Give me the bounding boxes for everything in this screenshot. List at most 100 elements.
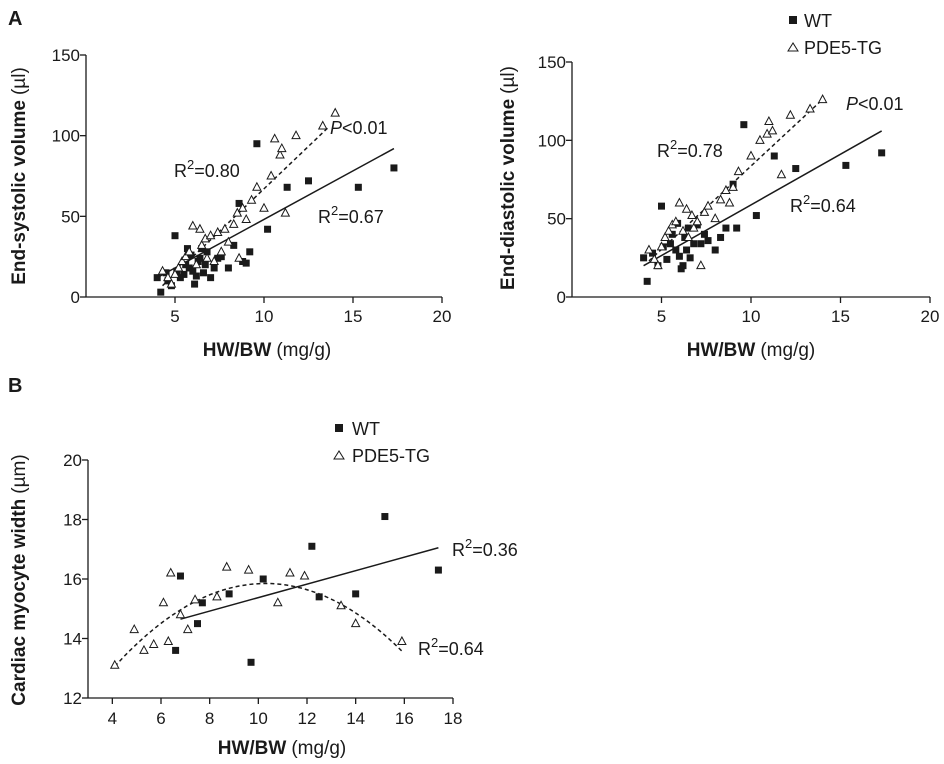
edv-point-wt: [770, 152, 778, 160]
width-fit-wt: [180, 547, 439, 620]
edv-point-tg: [785, 109, 796, 119]
edv-point-wt: [686, 254, 694, 262]
width-point-tg: [243, 564, 254, 574]
esv-point-tg: [228, 218, 239, 228]
width-point-wt: [194, 620, 201, 628]
edv-point-tg: [733, 166, 744, 176]
panel-label-b: B: [8, 375, 22, 397]
esv-point-tg: [234, 252, 244, 262]
legend-tg-marker-b: [333, 450, 345, 460]
edv-point-wt: [672, 246, 680, 254]
esv-point-tg: [246, 194, 257, 204]
edv-fit-lines: [643, 102, 883, 267]
esv-p-value-rest: <0.01: [342, 118, 388, 138]
edv-point-wt: [666, 240, 674, 248]
esv-point-tg: [177, 255, 187, 266]
edv-points: [640, 94, 886, 285]
esv-point-tg: [269, 133, 280, 143]
width-x-tick-label: 16: [395, 709, 414, 728]
esv-point-tg: [330, 107, 341, 117]
edv-point-tg: [715, 194, 726, 204]
width-point-wt: [247, 658, 255, 666]
width-point-wt: [176, 572, 184, 580]
width-r2-wt-sup: 2: [465, 536, 472, 551]
width-fit-lines: [114, 547, 439, 667]
edv-y-axis-title-unit: (µl): [498, 66, 519, 94]
width-x-tick-label: 10: [249, 709, 268, 728]
panel-label-a: A: [8, 8, 22, 30]
width-point-tg: [182, 624, 193, 634]
width-point-tg: [285, 567, 295, 577]
width-point-tg: [190, 594, 200, 604]
esv-point-wt: [210, 264, 218, 272]
edv-p-value-rest: <0.01: [858, 94, 904, 114]
legend-tg-label-a: PDE5-TG: [804, 38, 882, 58]
esv-axes: [85, 55, 442, 298]
legend-wt-marker-b: [335, 424, 343, 432]
edv-point-wt: [711, 246, 719, 254]
esv-x-axis-title-unit: (mg/g): [276, 340, 331, 361]
esv-point-tg: [209, 255, 219, 266]
width-ticks: 12 14 16 18 20 4 6 8 10 12 14 16 18: [63, 451, 462, 728]
esv-y-tick-label: 50: [61, 207, 80, 226]
esv-point-wt: [180, 270, 188, 278]
edv-point-wt: [740, 121, 748, 129]
edv-y-tick-label: 150: [538, 53, 566, 72]
esv-point-wt: [390, 164, 398, 172]
width-point-tg: [336, 600, 346, 610]
width-x-tick-label: 6: [156, 709, 165, 728]
width-y-tick-label: 14: [63, 630, 82, 649]
esv-point-tg: [232, 207, 243, 217]
edv-x-axis-title-unit: (mg/g): [760, 340, 815, 361]
esv-x-axis-title: HW/BW (mg/g): [203, 340, 332, 361]
edv-r2-wt-prefix: R: [790, 196, 803, 216]
esv-point-tg: [317, 120, 328, 130]
edv-point-tg: [644, 244, 654, 254]
esv-x-tick-label: 10: [255, 307, 274, 326]
esv-y-tick-label: 100: [52, 127, 80, 146]
width-point-wt: [225, 590, 233, 598]
edv-point-wt: [752, 212, 760, 220]
width-x-axis-title-bold: HW/BW: [218, 738, 287, 759]
edv-point-wt: [683, 246, 691, 254]
esv-point-tg: [195, 223, 205, 233]
esv-point-wt: [214, 254, 222, 262]
esv-point-tg: [166, 278, 177, 288]
edv-point-wt: [722, 224, 730, 232]
esv-point-tg: [202, 252, 212, 262]
edv-r2-tg: R2=0.78: [657, 137, 723, 161]
edv-point-wt: [643, 277, 651, 285]
edv-point-wt: [842, 161, 850, 169]
esv-point-tg: [212, 226, 223, 236]
esv-chart: 0 50 100 150 5 10 15 20 HW/BW (mg/g) End-systoli…: [9, 46, 451, 361]
esv-point-wt: [246, 248, 254, 256]
esv-point-tg: [163, 272, 173, 282]
edv-point-wt: [658, 202, 665, 210]
width-x-tick-label: 8: [205, 709, 214, 728]
edv-r2-tg-prefix: R: [657, 141, 670, 161]
edv-point-tg: [699, 206, 710, 216]
width-x-tick-label: 4: [108, 709, 117, 728]
edv-point-tg: [728, 181, 738, 191]
esv-y-tick-label: 0: [71, 288, 80, 307]
width-point-wt: [172, 646, 180, 654]
esv-point-wt: [192, 272, 200, 280]
edv-x-axis-title-bold: HW/BW: [687, 340, 756, 361]
edv-point-wt: [640, 254, 648, 262]
edv-point-tg: [692, 216, 703, 226]
width-r2-tg-value: =0.64: [438, 639, 484, 659]
esv-x-axis-title-bold: HW/BW: [203, 340, 272, 361]
width-point-wt: [308, 542, 316, 550]
edv-r2-wt-sup: 2: [803, 192, 810, 207]
width-point-wt: [259, 575, 267, 583]
width-r2-tg: R2=0.64: [418, 635, 484, 659]
esv-point-wt: [283, 183, 291, 191]
width-point-tg: [397, 635, 407, 645]
esv-point-wt: [230, 241, 238, 249]
edv-x-tick-label: 15: [831, 307, 850, 326]
width-x-tick-label: 12: [298, 709, 317, 728]
edv-fit-tg: [648, 102, 820, 262]
width-point-tg: [158, 597, 169, 607]
esv-r2-tg-prefix: R: [174, 161, 187, 181]
